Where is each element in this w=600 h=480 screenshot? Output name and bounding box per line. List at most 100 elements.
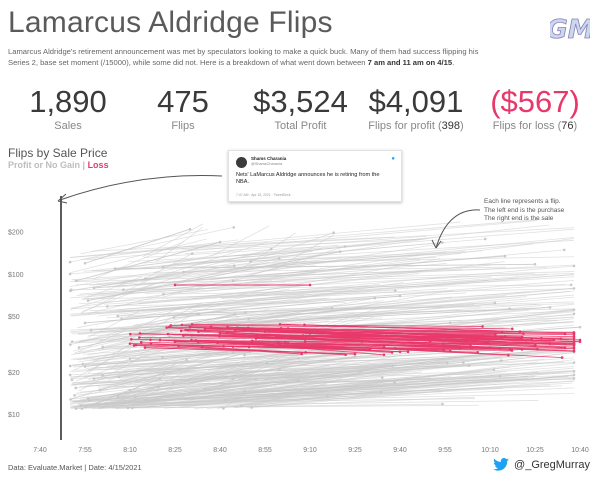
flip-line [115,387,575,409]
flip-line [164,375,575,407]
chart-annotation: Each line represents a flip. The left en… [484,198,594,224]
flip-line [87,251,341,301]
flip-line [139,228,575,264]
flip-line [206,366,575,392]
flip-buy-point [188,325,192,329]
tweet-author-handle: @ShamsCharania [251,162,283,166]
x-tick-label: 8:10 [123,447,137,454]
flip-buy-point [98,388,102,392]
flip-buy-point [70,340,74,344]
flip-sell-point [308,283,312,287]
flip-buy-point [68,364,72,368]
flip-buy-point [70,378,74,382]
flip-sell-point [332,231,335,234]
flip-buy-point [200,345,204,349]
flip-sell-point [398,294,402,298]
flip-line [78,357,142,392]
flip-line [132,358,481,395]
flip-line [128,251,313,263]
flip-sell-point [393,289,397,292]
flip-buy-point [194,339,198,342]
flip-line [219,332,491,349]
flip-buy-point [68,272,72,276]
flip-line [78,285,369,305]
flip-line [127,298,328,318]
flip-sell-point [520,335,524,338]
kpi-flips: 475 Flips [138,84,228,133]
flip-sell-point [572,349,576,353]
flip-line [163,290,396,295]
flip-line [144,245,340,258]
flip-sell-point [190,252,194,255]
flip-sell-point [563,346,567,349]
flip-line [279,343,509,356]
flip-sell-point [481,325,484,328]
flip-buy-point [113,267,117,270]
tweet-card: Shams Charania @ShamsCharania ● Nets' La… [228,150,402,202]
flip-buy-point [73,393,76,397]
flip-buy-point [149,338,152,342]
flip-buy-point [250,339,254,343]
flip-buy-point [166,332,170,336]
flip-sell-point [548,306,552,309]
flip-line [250,232,334,262]
flip-buy-point [203,387,207,391]
flip-line [117,279,489,311]
flip-line [139,337,554,341]
flip-buy-point [144,277,147,280]
flip-buy-point [308,331,312,335]
twitter-handle[interactable]: @_GregMurray [493,458,590,471]
flip-line [77,288,290,329]
note-arrow-head [431,239,442,249]
flip-line [70,272,316,309]
flip-buy-point [248,335,252,338]
tweet-text: Nets' LaMarcus Aldridge announces he is … [236,172,380,186]
flip-sell-point [353,352,357,356]
flip-line [80,356,456,399]
kpi-flips-value: 475 [157,84,209,119]
twitter-bird-icon [493,458,509,471]
y-tick-label: $50 [8,314,20,321]
flip-buy-point [303,340,307,343]
flip-sell-point [578,338,582,342]
flip-line [160,227,575,251]
flip-sell-point [158,377,162,380]
legend-separator: | [82,160,86,170]
flip-sell-point [300,352,303,356]
flip-sell-point [368,348,372,351]
flip-buy-point [173,283,177,287]
flip-sell-point [353,354,357,358]
x-axis: 7:40 7:55 8:10 8:25 8:40 8:55 9:10 9:25 9:40 9:55… [33,447,589,454]
flip-line [89,342,184,361]
flip-line [145,272,535,295]
flip-line [304,331,532,340]
flip-line [142,223,204,258]
flip-line [113,301,347,307]
flip-line [173,288,575,318]
legend-profit: Profit or No Gain [8,160,80,170]
flip-sell-point [518,330,522,333]
logo-icon: GM [550,15,590,46]
flip-sell-point [185,358,188,362]
flip-line [84,228,191,264]
flip-sell-point [510,349,514,352]
flip-buy-point [86,299,90,302]
flip-sell-point [476,351,479,354]
flip-line [204,328,506,337]
flip-line [114,263,536,269]
flip-sell-point [244,311,247,314]
flip-sell-point [510,327,514,331]
intro-pre: Lamarcus Aldridge's retirement announcem… [8,47,479,67]
flip-line [72,385,386,402]
flip-buy-point [134,343,138,347]
note-arrow [435,209,481,249]
flip-line [144,347,356,355]
flip-buy-point [81,362,85,366]
tweet-author-name: Shams Charania [251,156,287,161]
flip-sell-point [560,356,564,359]
flip-buy-point [218,331,222,335]
flip-line [91,236,395,252]
flip-line [145,253,193,279]
flip-line [107,265,575,307]
